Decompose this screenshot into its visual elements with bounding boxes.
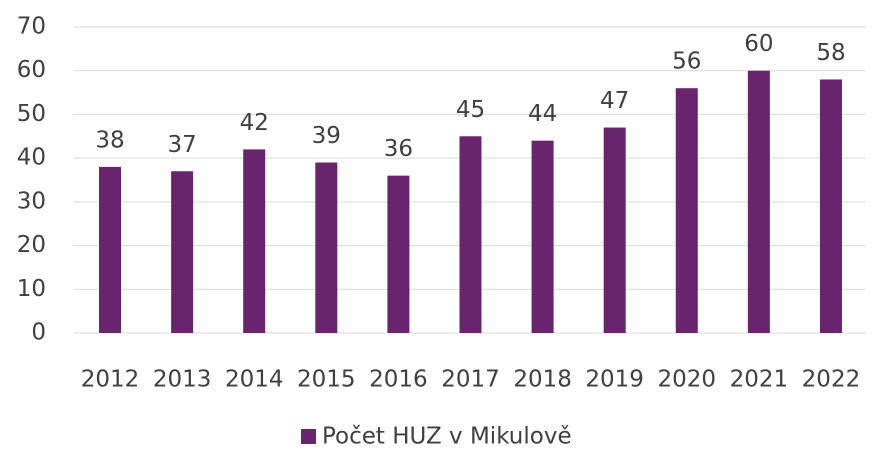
data-label: 37	[167, 132, 196, 158]
y-tick-label: 70	[17, 14, 46, 40]
legend-swatch	[301, 429, 316, 444]
data-label: 60	[744, 31, 773, 57]
x-tick-label: 2014	[225, 367, 284, 393]
x-tick-label: 2016	[369, 367, 428, 393]
x-tick-label: 2018	[513, 367, 572, 393]
y-tick-label: 60	[17, 57, 46, 83]
data-label: 42	[240, 110, 269, 136]
bar	[315, 162, 338, 333]
bar	[387, 175, 410, 333]
legend-label: Počet HUZ v Mikulově	[322, 424, 572, 450]
y-tick-label: 50	[17, 101, 46, 127]
x-tick-label: 2022	[802, 367, 861, 393]
bar	[819, 79, 842, 333]
data-label: 45	[456, 97, 485, 123]
bar	[243, 149, 266, 333]
bar	[171, 171, 194, 333]
bar	[99, 166, 122, 333]
bar	[459, 136, 482, 333]
bar	[603, 127, 626, 334]
data-label: 38	[95, 127, 124, 153]
data-label: 56	[672, 49, 701, 75]
data-label: 58	[816, 40, 845, 66]
x-tick-label: 2012	[81, 367, 140, 393]
y-tick-label: 40	[17, 145, 46, 171]
x-tick-label: 2020	[657, 367, 716, 393]
data-label: 44	[528, 101, 557, 127]
data-label: 47	[600, 88, 629, 114]
x-tick-label: 2013	[153, 367, 212, 393]
x-tick-label: 2015	[297, 367, 356, 393]
y-tick-label: 30	[17, 188, 46, 214]
y-tick-label: 20	[17, 232, 46, 258]
data-label: 36	[384, 136, 413, 162]
x-tick-label: 2019	[585, 367, 644, 393]
data-label: 39	[312, 123, 341, 149]
x-tick-label: 2021	[730, 367, 789, 393]
x-tick-label: 2017	[441, 367, 500, 393]
y-tick-label: 10	[17, 276, 46, 302]
bar	[531, 140, 554, 333]
y-tick-label: 0	[31, 320, 46, 346]
bar	[675, 88, 698, 333]
bar	[747, 70, 770, 333]
